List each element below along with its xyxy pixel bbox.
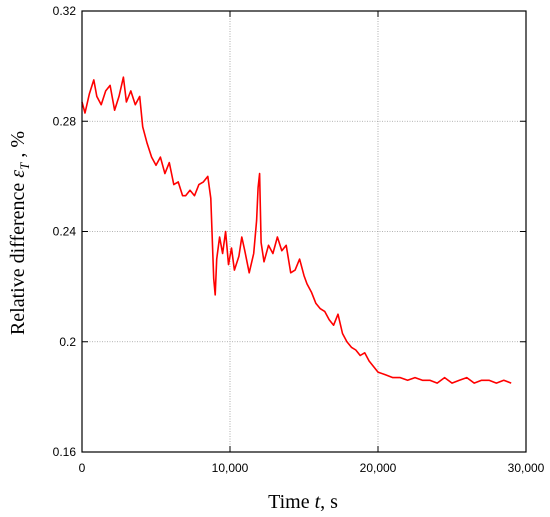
y-tick-label: 0.2 <box>59 335 76 349</box>
y-tick-labels: 0.16 0.2 0.24 0.28 0.32 <box>53 4 77 459</box>
x-tick-label: 0 <box>79 461 86 475</box>
x-tick-labels: 0 10,000 20,000 30,000 <box>79 461 545 475</box>
y-tick-label: 0.16 <box>53 445 77 459</box>
series-line <box>81 76 512 384</box>
y-tick-label: 0.28 <box>53 114 77 128</box>
x-tick-label: 10,000 <box>212 461 249 475</box>
x-axis-title: Time t, s <box>268 491 338 513</box>
axis-ticks <box>81 10 527 453</box>
y-tick-label: 0.32 <box>53 4 77 18</box>
y-tick-label: 0.24 <box>53 225 77 239</box>
x-tick-label: 20,000 <box>360 461 397 475</box>
grid-lines <box>82 11 526 452</box>
plot-frame <box>81 10 527 453</box>
x-tick-label: 30,000 <box>508 461 545 475</box>
y-axis-title: Relative difference εT , % <box>7 131 32 335</box>
